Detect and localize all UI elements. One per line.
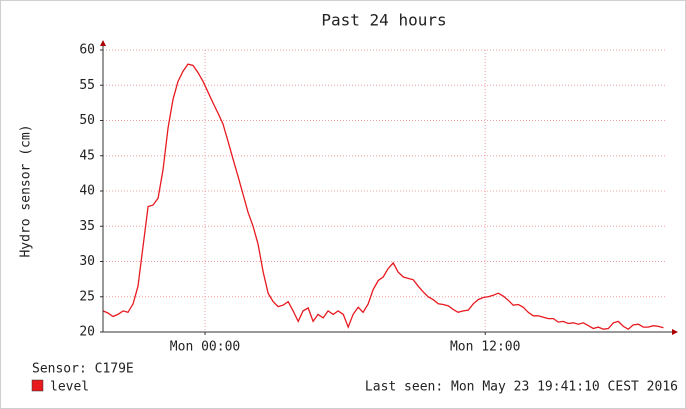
- last-seen: Last seen: Mon May 23 19:41:10 CEST 2016: [365, 380, 678, 395]
- chart-title: Past 24 hours: [321, 11, 446, 30]
- y-tick-label: 20: [79, 325, 95, 340]
- y-arrow: [100, 40, 106, 46]
- y-axis-label: Hydro sensor (cm): [19, 124, 34, 257]
- legend-swatch: [31, 379, 44, 392]
- y-tick-label: 40: [79, 184, 95, 199]
- y-tick-label: 30: [79, 254, 95, 269]
- x-arrow: [672, 329, 678, 335]
- y-tick-label: 25: [79, 289, 95, 304]
- y-tick-label: 50: [79, 113, 95, 128]
- legend-label: level: [50, 380, 89, 395]
- series-line: [102, 63, 664, 330]
- x-tick-label: Mon 12:00: [450, 340, 520, 355]
- y-tick-label: 35: [79, 219, 95, 234]
- y-tick-label: 60: [79, 43, 95, 58]
- y-tick-label: 55: [79, 78, 95, 93]
- x-tick-label: Mon 00:00: [170, 340, 240, 355]
- y-tick-label: 45: [79, 148, 95, 163]
- sensor-label: Sensor: C179E: [32, 362, 134, 377]
